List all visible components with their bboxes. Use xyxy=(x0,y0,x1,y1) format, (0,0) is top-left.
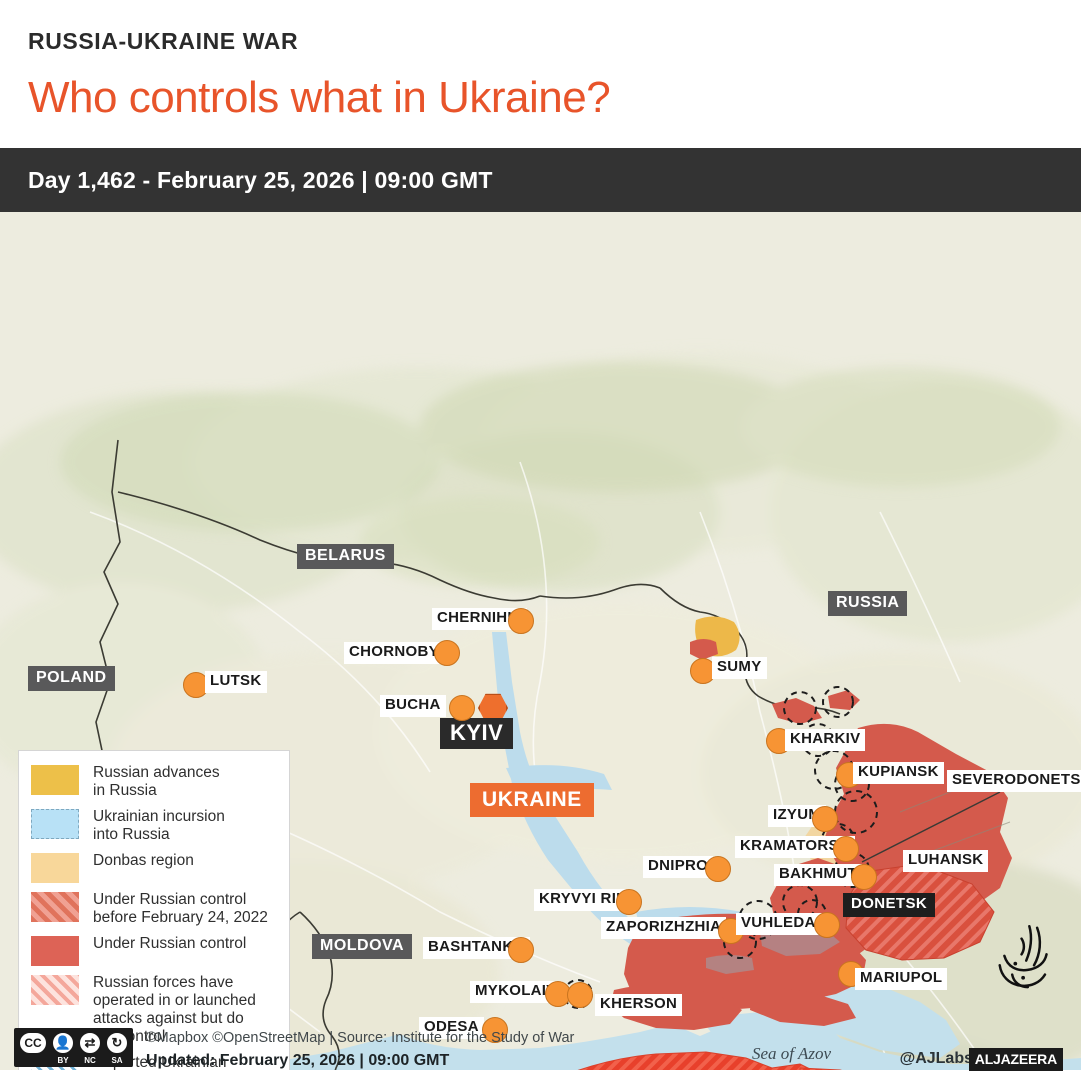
city-label-kyiv: KYIV xyxy=(440,718,514,750)
cc-by-icon: 👤 xyxy=(51,1031,75,1055)
city-marker-kherson[interactable] xyxy=(567,982,593,1008)
legend-label-donbas-region: Donbas region xyxy=(93,851,194,869)
city-label-donetsk: DONETSK xyxy=(843,893,936,917)
creative-commons-badge: CC 👤 ⇄ ↻ BY NC SA xyxy=(14,1028,133,1067)
sea-label-azov: Sea of Azov xyxy=(752,1044,832,1063)
city-marker-chornobyl[interactable] xyxy=(434,640,460,666)
legend-item-under-russian-control: Under Russian control xyxy=(31,934,279,966)
source-credit: ©Mapbox ©OpenStreetMap | Source: Institu… xyxy=(146,1030,575,1046)
city-marker-lutsk[interactable] xyxy=(183,672,209,698)
city-label-dnipro: DNIPRO xyxy=(643,856,714,878)
city-marker-chernihiv[interactable] xyxy=(508,608,534,634)
country-label-belarus: BELARUS xyxy=(297,544,394,569)
city-label-zaporizhzhia: ZAPORIZHZHIA xyxy=(601,917,727,939)
legend-label-ukrainian-incursion: Ukrainian incursion into Russia xyxy=(93,807,225,843)
legend-label-before-feb-2022: Under Russian control before February 24,… xyxy=(93,890,268,926)
cc-label-by: BY xyxy=(57,1056,69,1065)
updated-timestamp: Updated: February 25, 2026 | 09:00 GMT xyxy=(146,1052,450,1069)
city-label-kherson: KHERSON xyxy=(595,994,683,1016)
city-label-lutsk: LUTSK xyxy=(205,671,267,693)
city-label-sumy: SUMY xyxy=(712,657,767,679)
city-label-kryvyi-rih: KRYVYI RIH xyxy=(534,889,633,911)
city-label-vuhledar: VUHLEDAR xyxy=(736,913,832,935)
legend-swatch-donbas-region xyxy=(31,852,79,883)
city-marker-bakhmut[interactable] xyxy=(851,864,877,890)
city-label-chornobyl: CHORNOBYL xyxy=(344,642,454,664)
city-label-bucha: BUCHA xyxy=(380,695,446,717)
city-label-chernihiv: CHERNIHIV xyxy=(432,608,528,630)
legend-label-under-russian-control: Under Russian control xyxy=(93,934,247,952)
country-label-russia: RUSSIA xyxy=(828,591,908,616)
date-bar: Day 1,462 - February 25, 2026 | 09:00 GM… xyxy=(0,148,1081,212)
legend-item-ukrainian-incursion: Ukrainian incursion into Russia xyxy=(31,807,279,844)
city-marker-izyum[interactable] xyxy=(812,806,838,832)
legend-item-attacked-not-controlled: Russian forces have operated in or launch… xyxy=(31,973,279,1046)
city-label-kupiansk: KUPIANSK xyxy=(853,762,944,784)
north-forest-shading xyxy=(60,362,1060,587)
page-footer: CC 👤 ⇄ ↻ BY NC SA ©Mapbox ©OpenStreetMap… xyxy=(0,1010,1081,1081)
city-label-mykolaiv: MYKOLAIV xyxy=(470,981,562,1003)
map-container[interactable]: BELARUS RUSSIA POLAND MOLDOVA ROMANIA UK… xyxy=(0,212,1081,1070)
city-label-bashtanka: BASHTANKA xyxy=(423,937,530,959)
cc-label-row: BY NC SA xyxy=(18,1056,129,1065)
city-label-kramatorsk: KRAMATORSK xyxy=(735,836,855,858)
legend-swatch-under-russian-control xyxy=(31,935,79,966)
ajlabs-handle: @AJLabs xyxy=(899,1050,973,1067)
cc-logo-icon: CC xyxy=(18,1031,48,1055)
city-marker-kryvyi-rih[interactable] xyxy=(616,889,642,915)
city-marker-vuhledar[interactable] xyxy=(814,912,840,938)
cc-label-nc: NC xyxy=(84,1056,96,1065)
city-label-luhansk: LUHANSK xyxy=(903,850,989,872)
city-marker-mykolaiv[interactable] xyxy=(545,981,571,1007)
city-marker-sumy[interactable] xyxy=(690,658,716,684)
country-label-poland: POLAND xyxy=(28,666,115,691)
legend-item-russian-advances: Russian advances in Russia xyxy=(31,763,279,800)
country-label-moldova: MOLDOVA xyxy=(312,934,413,959)
cc-nc-icon: ⇄ xyxy=(78,1031,102,1055)
legend-item-donbas-region: Donbas region xyxy=(31,851,279,883)
page-header: RUSSIA-UKRAINE WAR Who controls what in … xyxy=(0,0,1081,148)
city-label-kharkiv: KHARKIV xyxy=(785,729,866,751)
legend-swatch-russian-advances xyxy=(31,765,79,795)
cc-sa-icon: ↻ xyxy=(105,1031,129,1055)
legend-label-russian-advances: Russian advances in Russia xyxy=(93,764,220,799)
city-marker-bashtanka[interactable] xyxy=(508,937,534,963)
legend-swatch-before-feb-2022 xyxy=(31,891,79,922)
cc-spacer xyxy=(18,1056,48,1065)
city-label-izyum: IZYUM xyxy=(768,805,827,827)
cc-icon-row: CC 👤 ⇄ ↻ xyxy=(18,1031,129,1055)
legend-swatch-attacked-not-controlled xyxy=(31,974,79,1005)
city-marker-kramatorsk[interactable] xyxy=(833,836,859,862)
legend-item-before-feb-2022: Under Russian control before February 24,… xyxy=(31,890,279,927)
section-kicker: RUSSIA-UKRAINE WAR xyxy=(28,28,299,54)
page-title: Who controls what in Ukraine? xyxy=(28,73,611,122)
city-label-bakhmut: BAKHMUT xyxy=(774,864,862,886)
map-legend: Russian advances in Russia Ukrainian incu… xyxy=(18,750,290,1070)
cc-label-sa: SA xyxy=(111,1056,123,1065)
aljazeera-wordmark: ALJAZEERA xyxy=(968,1048,1063,1071)
city-marker-dnipro[interactable] xyxy=(705,856,731,882)
aljazeera-calligraphy-icon xyxy=(998,924,1048,989)
city-label-severodonetsk: SEVERODONETSK xyxy=(947,770,1081,792)
city-label-mariupol: MARIUPOL xyxy=(855,968,948,990)
date-bar-text: Day 1,462 - February 25, 2026 | 09:00 GM… xyxy=(28,166,493,193)
city-marker-odesa[interactable] xyxy=(482,1017,508,1043)
oblast-divider xyxy=(861,791,1001,863)
city-marker-bucha[interactable] xyxy=(449,695,475,721)
city-label-odesa: ODESA xyxy=(419,1017,484,1039)
black-sea-water xyxy=(216,1012,1081,1070)
country-label-ukraine: UKRAINE xyxy=(470,783,594,818)
legend-swatch-ukrainian-incursion xyxy=(31,808,79,839)
